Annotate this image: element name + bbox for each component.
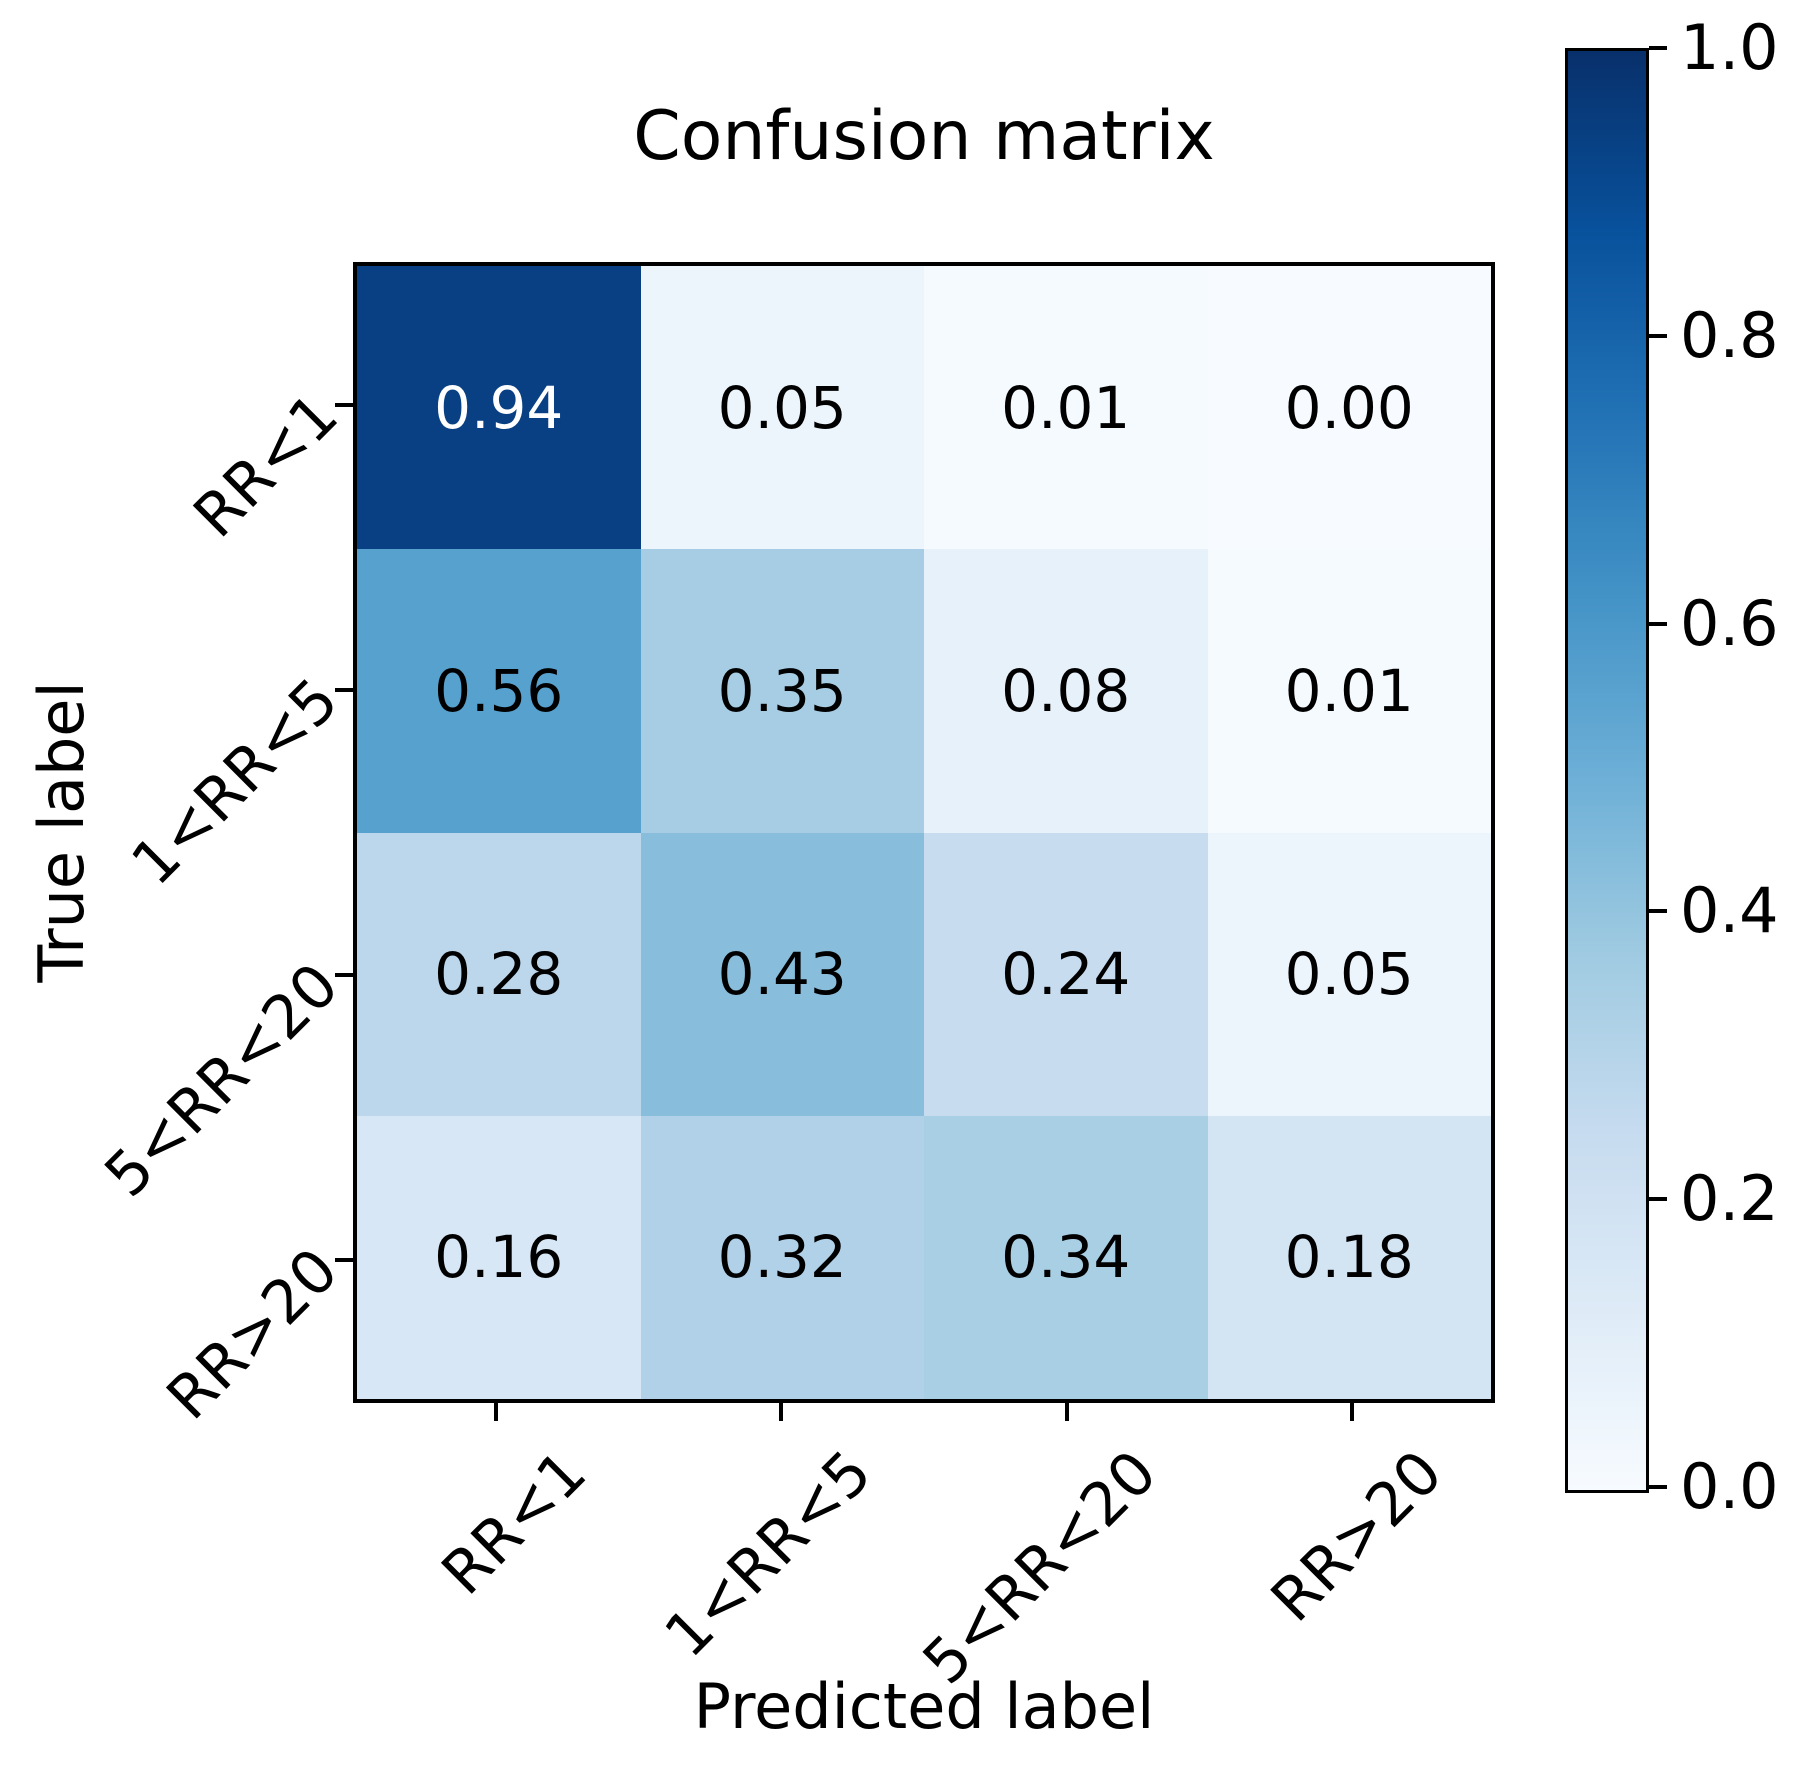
cell-value: 0.32 xyxy=(717,1223,847,1292)
y-tick-label: 5<RR<20 xyxy=(91,950,352,1211)
colorbar-tick-mark xyxy=(1649,1485,1667,1489)
y-tick-mark xyxy=(335,973,353,978)
heatmap-cell: 0.00 xyxy=(1207,266,1491,550)
heatmap-cell: 0.35 xyxy=(640,549,924,833)
y-tick-mark xyxy=(335,687,353,692)
colorbar xyxy=(1565,48,1649,1493)
x-tick-mark xyxy=(779,1403,784,1421)
heatmap-plot-area: 0.94 0.05 0.01 0.00 0.56 0.35 0.08 0.01 0.28 0.43… xyxy=(353,262,1495,1403)
cell-value: 0.94 xyxy=(434,373,564,442)
cell-value: 0.01 xyxy=(1001,373,1131,442)
cell-value: 0.28 xyxy=(434,940,564,1009)
heatmap-cell: 0.18 xyxy=(1207,1115,1491,1399)
y-tick-label: 1<RR<5 xyxy=(118,665,352,899)
heatmap-grid: 0.94 0.05 0.01 0.00 0.56 0.35 0.08 0.01 0.28 0.43… xyxy=(357,266,1491,1399)
colorbar-tick-label: 1.0 xyxy=(1680,11,1779,84)
cell-value: 0.08 xyxy=(1001,656,1131,725)
heatmap-cell: 0.05 xyxy=(640,266,924,550)
x-tick-label: RR<1 xyxy=(428,1437,600,1609)
x-tick-label: 1<RR<5 xyxy=(651,1437,886,1672)
colorbar-tick-mark xyxy=(1649,333,1667,338)
y-axis-title: True label xyxy=(25,681,98,983)
x-tick-mark xyxy=(1064,1403,1069,1421)
heatmap-cell: 0.24 xyxy=(924,832,1208,1116)
heatmap-cell: 0.43 xyxy=(640,832,924,1116)
y-tick-label: RR>20 xyxy=(153,1235,352,1434)
x-tick-mark xyxy=(1350,1403,1355,1421)
heatmap-cell: 0.08 xyxy=(924,549,1208,833)
colorbar-tick-label: 0.6 xyxy=(1680,586,1779,660)
colorbar-tick-label: 0.2 xyxy=(1680,1162,1779,1236)
x-tick-label: 5<RR<20 xyxy=(910,1437,1171,1699)
cell-value: 0.34 xyxy=(1001,1223,1131,1292)
cell-value: 0.00 xyxy=(1284,373,1414,442)
heatmap-cell: 0.56 xyxy=(357,549,641,833)
heatmap-cell: 0.01 xyxy=(924,266,1208,550)
heatmap-cell: 0.94 xyxy=(357,266,641,550)
y-tick-mark xyxy=(335,402,353,407)
cell-value: 0.43 xyxy=(717,940,847,1009)
colorbar-tick-label: 0.8 xyxy=(1680,298,1779,372)
cell-value: 0.05 xyxy=(1284,940,1414,1009)
heatmap-cell: 0.05 xyxy=(1207,832,1491,1116)
colorbar-tick-mark xyxy=(1649,1197,1667,1202)
colorbar-tick-label: 0.0 xyxy=(1680,1450,1779,1523)
colorbar-tick-mark xyxy=(1649,621,1667,626)
chart-title: Confusion matrix xyxy=(633,97,1215,176)
cell-value: 0.35 xyxy=(717,656,847,725)
heatmap-cell: 0.28 xyxy=(357,832,641,1116)
colorbar-tick-mark xyxy=(1649,909,1667,914)
x-axis-title: Predicted label xyxy=(693,1670,1155,1743)
x-tick-mark xyxy=(493,1403,498,1421)
y-tick-label: RR<1 xyxy=(180,379,352,551)
heatmap-cell: 0.32 xyxy=(640,1115,924,1399)
heatmap-cell: 0.16 xyxy=(357,1115,641,1399)
colorbar-tick-mark xyxy=(1649,46,1667,50)
y-tick-mark xyxy=(335,1258,353,1263)
heatmap-cell: 0.01 xyxy=(1207,549,1491,833)
cell-value: 0.18 xyxy=(1284,1223,1414,1292)
cell-value: 0.05 xyxy=(717,373,847,442)
heatmap-cell: 0.34 xyxy=(924,1115,1208,1399)
cell-value: 0.24 xyxy=(1001,940,1131,1009)
cell-value: 0.01 xyxy=(1284,656,1414,725)
x-tick-label: RR>20 xyxy=(1258,1437,1457,1636)
cell-value: 0.16 xyxy=(434,1223,564,1292)
cell-value: 0.56 xyxy=(434,656,564,725)
colorbar-tick-label: 0.4 xyxy=(1680,874,1779,948)
